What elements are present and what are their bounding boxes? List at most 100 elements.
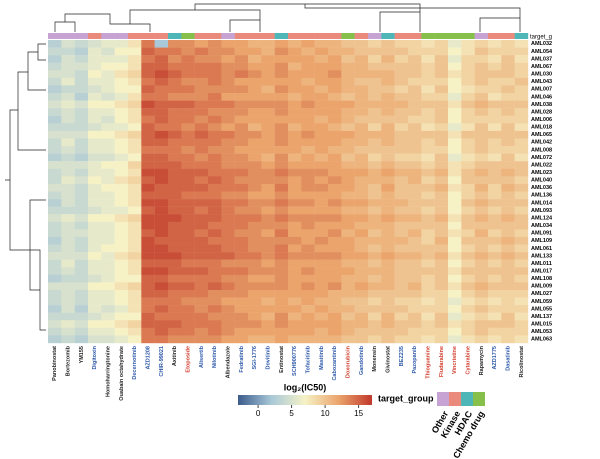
row-label: AML091 [531,231,552,237]
heatmap-cell [141,93,155,101]
heatmap-cell [88,199,102,207]
heatmap-cell [114,93,129,101]
heatmap-cell [114,221,129,230]
heatmap-cell [328,70,342,79]
heatmap-cell [328,312,342,321]
heatmap-cell [101,282,115,291]
heatmap-cell [274,305,289,313]
heatmap-cell [141,40,155,48]
legend-title: target_group [378,393,434,403]
heatmap-cell [101,130,115,139]
colorbar-title: log₂(IC50) [284,382,327,392]
heatmap-cell [274,259,289,268]
heatmap-cell [341,123,355,132]
heatmap-cell [408,221,422,230]
group-strip [181,33,195,39]
heatmap-cell [48,55,62,63]
heatmap-cell [368,221,382,230]
heatmap-cell [381,100,395,109]
heatmap-cell [288,130,302,139]
heatmap-cell [408,289,422,298]
heatmap-cell [208,259,222,268]
heatmap-cell [488,183,502,192]
heatmap-cell [114,229,129,238]
heatmap-cell [394,138,409,147]
heatmap-cell [168,289,182,298]
row-label: AML059 [531,299,552,305]
heatmap-cell [421,229,435,238]
heatmap-cell [501,267,515,276]
heatmap-cell [461,221,475,230]
heatmap-cell [288,70,302,79]
heatmap-cell [421,274,435,283]
heatmap-cell [461,161,475,169]
heatmap-cell [194,161,209,169]
heatmap-cell [488,130,502,139]
column-label: BEZ235 [399,346,405,366]
heatmap-cell [248,161,262,169]
heatmap-cell [208,229,222,238]
heatmap-cell [248,327,262,336]
heatmap-cell [368,183,382,192]
heatmap-cell [341,62,355,71]
heatmap-cell [461,100,475,109]
heatmap-cell [314,191,329,200]
heatmap-cell [394,191,409,200]
heatmap-cell [208,252,222,260]
heatmap-cell [368,267,382,276]
heatmap-cell [234,191,249,200]
heatmap-cell [394,146,409,154]
heatmap-cell [261,221,275,230]
heatmap-cell [61,161,75,169]
heatmap-cell [274,320,289,329]
heatmap-cell [248,40,262,48]
heatmap-cell [128,199,142,207]
heatmap-cell [288,320,302,329]
heatmap-cell [288,115,302,124]
heatmap-cell [488,320,502,329]
column-label: Bortezomib [65,345,71,376]
heatmap-cell [261,259,275,268]
heatmap-cell [234,221,249,230]
row-label: AML006 [531,117,552,123]
heatmap-cell [328,123,342,132]
heatmap-cell [168,183,182,192]
heatmap-cell [208,40,222,48]
heatmap-cell [101,244,115,253]
heatmap-cell [354,161,369,169]
heatmap-cell [354,123,369,132]
heatmap-cell [488,199,502,207]
heatmap-cell [354,93,369,101]
heatmap-cell [274,40,289,48]
heatmap-cell [154,327,169,336]
heatmap-cell [101,40,115,48]
group-strip [48,33,62,39]
heatmap-cell [448,312,462,321]
heatmap-cell [141,221,155,230]
heatmap-cell [434,146,449,154]
heatmap-cell [61,77,75,86]
heatmap-cell [354,40,369,48]
heatmap-cell [221,70,235,79]
heatmap-cell [114,130,129,139]
heatmap-cell [101,176,115,185]
heatmap-cell [168,305,182,313]
heatmap-cell [354,289,369,298]
heatmap-cell [448,115,462,124]
heatmap-cell [328,100,342,109]
heatmap-cell [168,85,182,94]
heatmap-cell [194,282,209,291]
heatmap-cell [501,115,515,124]
heatmap-cell [394,55,409,63]
heatmap-cell [341,335,355,344]
heatmap-cell [394,244,409,253]
heatmap-cell [421,267,435,276]
heatmap-cell [181,229,195,238]
heatmap-cell [154,214,169,222]
heatmap-cell [74,130,89,139]
heatmap-cell [514,100,529,109]
heatmap-cell [234,161,249,169]
heatmap-cell [128,320,142,329]
heatmap-cell [74,108,89,116]
heatmap-cell [194,259,209,268]
